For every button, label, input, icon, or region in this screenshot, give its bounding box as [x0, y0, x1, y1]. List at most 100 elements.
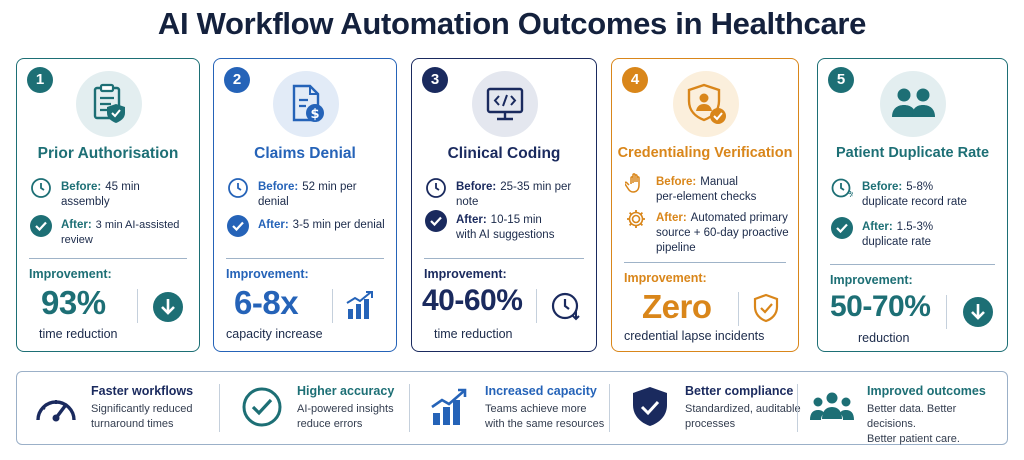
benefit-higher-accuracy: Higher accuracy AI-powered insights reduc… — [223, 372, 409, 446]
divider — [424, 258, 584, 259]
before-row: % Before:5-8% duplicate record rate — [830, 176, 999, 210]
after-text-2: with AI suggestions — [456, 229, 555, 241]
svg-text:$: $ — [310, 107, 319, 122]
after-text-2: source + 60-day proactive — [656, 227, 789, 239]
card-credentialing-verification: 4 Credentialing Verification Before: Manu… — [611, 58, 799, 352]
before-row: Before: Manual per-element checks — [624, 171, 790, 205]
benefit-desc-1: Significantly reduced — [91, 403, 193, 415]
separator — [219, 384, 220, 432]
after-text: 10-15 min — [490, 214, 542, 226]
divider — [830, 264, 995, 265]
separator — [332, 289, 333, 323]
benefit-desc-2: processes — [685, 418, 736, 430]
improvement-value: 50-70% — [830, 290, 931, 323]
bar-chart-up-icon — [344, 289, 376, 321]
separator — [137, 289, 138, 323]
down-arrow-icon — [152, 291, 184, 323]
before-label: Before: — [862, 181, 903, 193]
after-row: After: 3 min AI-assisted review — [29, 214, 191, 248]
step-number-badge: 1 — [27, 67, 53, 93]
before-label: Before: — [656, 176, 697, 188]
after-text-3: pipeline — [656, 242, 696, 254]
before-text: Manual — [700, 176, 738, 188]
benefit-desc-2: reduce errors — [297, 418, 363, 430]
before-text-2: per-element checks — [656, 191, 757, 203]
after-label: After: — [656, 212, 687, 224]
separator — [946, 295, 947, 329]
before-text: 25-35 min per note — [456, 181, 572, 208]
before-text-2: duplicate record rate — [862, 196, 967, 208]
before-text: 5-8% — [906, 181, 934, 193]
after-text-2: duplicate rate — [862, 236, 932, 248]
after-label: After: — [61, 219, 92, 231]
before-label: Before: — [456, 181, 497, 193]
card-clinical-coding: 3 Clinical Coding Before: 25-35 min per n… — [411, 58, 597, 352]
after-row: After: 1.5-3% duplicate rate — [830, 216, 999, 250]
card-title: Patient Duplicate Rate — [835, 145, 990, 161]
card-title: Credentialing Verification — [617, 145, 793, 161]
shield-person-icon — [673, 71, 739, 137]
benefit-desc-1: Teams achieve more — [485, 403, 587, 415]
step-number-badge: 2 — [224, 67, 250, 93]
clock-percent-icon: % — [830, 176, 854, 200]
monitor-code-icon — [472, 71, 538, 137]
benefit-better-compliance: Better compliance Standardized, auditabl… — [611, 372, 801, 446]
shield-check-icon — [627, 384, 673, 430]
after-label: After: — [456, 214, 487, 226]
before-text: 52 min per denial — [258, 181, 357, 208]
hand-icon — [624, 171, 648, 195]
clock-down-icon — [550, 290, 582, 322]
clock-icon — [226, 176, 250, 200]
check-circle-icon — [424, 209, 448, 233]
before-row: Before: 45 min assembly — [29, 176, 191, 210]
speedometer-icon — [33, 384, 79, 430]
divider — [226, 258, 384, 259]
group-people-icon — [809, 384, 855, 430]
before-text: 45 min assembly — [61, 181, 140, 208]
benefit-title: Improved outcomes — [867, 384, 986, 398]
improvement-desc: credential lapse incidents — [624, 329, 765, 343]
improvement-label: Improvement: — [226, 267, 309, 281]
after-row: After: 3-5 min per denial — [226, 214, 388, 238]
check-circle-icon — [226, 214, 250, 238]
card-title: Claims Denial — [254, 145, 356, 162]
after-text: 3 min AI-assisted review — [61, 219, 180, 246]
improvement-value: 40-60% — [422, 284, 523, 317]
gear-icon — [624, 207, 648, 231]
improvement-label: Improvement: — [424, 267, 507, 281]
benefit-desc-2: turnaround times — [91, 418, 174, 430]
improvement-label: Improvement: — [624, 271, 707, 285]
improvement-value: 6-8x — [234, 284, 299, 321]
improvement-value: 93% — [41, 284, 106, 321]
after-text: 1.5-3% — [896, 221, 934, 233]
improvement-desc: capacity increase — [226, 327, 323, 341]
check-circle-icon — [239, 384, 285, 430]
benefit-title: Increased capacity — [485, 384, 597, 398]
benefit-title: Higher accuracy — [297, 384, 395, 398]
separator — [536, 289, 537, 323]
card-claims-denial: 2 $ Claims Denial Before: 52 min per deni… — [213, 58, 397, 352]
card-patient-duplicate-rate: 5 Patient Duplicate Rate % Before:5-8% du… — [817, 58, 1008, 352]
growth-chart-icon — [427, 384, 473, 430]
divider — [29, 258, 187, 259]
step-number-badge: 3 — [422, 67, 448, 93]
after-row: After: 10-15 min with AI suggestions — [424, 209, 588, 243]
after-label: After: — [258, 219, 289, 231]
after-text: 3-5 min per denial — [292, 219, 385, 231]
separator — [738, 292, 739, 326]
benefit-desc-2: Better patient care. — [867, 433, 960, 445]
benefit-desc-1: Standardized, auditable — [685, 403, 801, 415]
benefit-faster-workflows: Faster workflows Significantly reduced tu… — [17, 372, 217, 446]
before-row: Before: 25-35 min per note — [424, 176, 588, 210]
separator — [609, 384, 610, 432]
divider — [624, 262, 786, 263]
before-label: Before: — [61, 181, 102, 193]
svg-text:%: % — [848, 190, 853, 199]
clock-icon — [424, 176, 448, 200]
improvement-value: Zero — [642, 288, 712, 325]
before-row: Before: 52 min per denial — [226, 176, 388, 210]
separator — [409, 384, 410, 432]
check-circle-icon — [29, 214, 53, 238]
after-row: After: Automated primary source + 60-day p… — [624, 207, 790, 256]
step-number-badge: 5 — [828, 67, 854, 93]
